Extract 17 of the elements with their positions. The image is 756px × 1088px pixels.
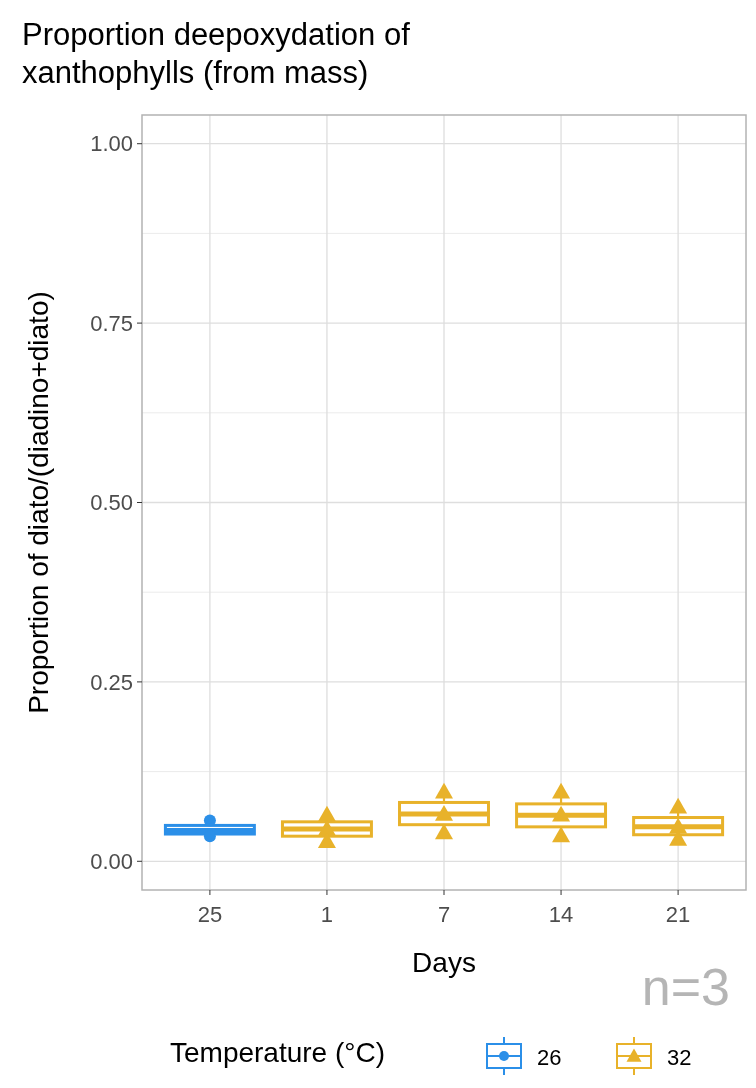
y-tick-label: 0.25 (90, 669, 133, 695)
legend-title: Temperature (°C) (170, 1037, 386, 1068)
legend-label: 26 (537, 1045, 562, 1070)
legend-label: 32 (667, 1045, 692, 1070)
y-tick-label: 0.00 (90, 849, 133, 874)
text: n=3 (641, 958, 730, 1016)
y-tick-label: 0.75 (90, 310, 133, 336)
x-tick-label: 21 (665, 902, 691, 927)
x-tick-label: 14 (548, 902, 574, 927)
y-tick-label: 0.50 (90, 490, 133, 516)
x-axis-title: Days (412, 947, 476, 978)
y-axis-title: Proportion of diato/(diadino+diato) (23, 291, 54, 714)
y-tick-label: 1.00 (90, 131, 133, 157)
chart-title: Proportion deepoxydation of xanthophylls (from mass) (22, 17, 411, 90)
x-tick-label: 7 (437, 902, 451, 927)
x-tick-label: 25 (197, 902, 223, 927)
x-tick-label: 1 (320, 902, 334, 927)
